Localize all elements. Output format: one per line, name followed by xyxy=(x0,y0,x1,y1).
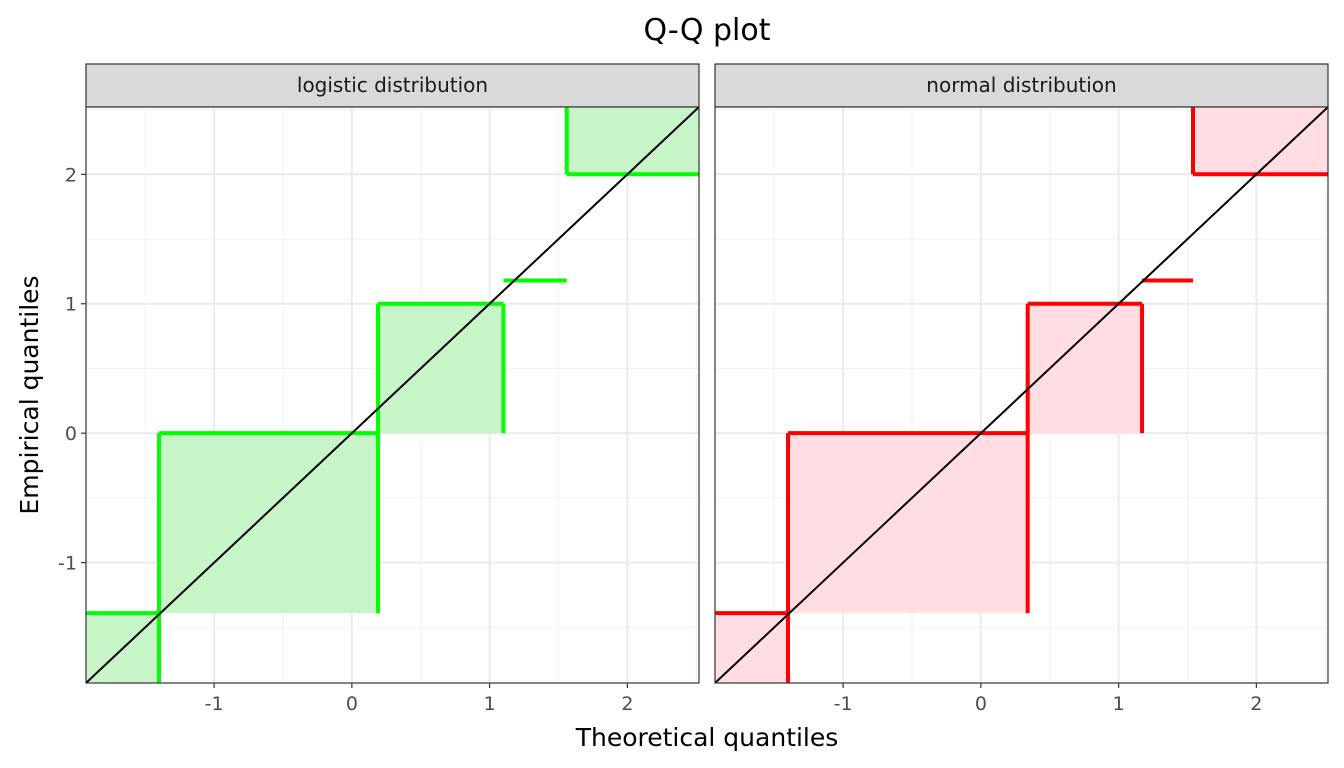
plot-area-logistic xyxy=(85,106,700,684)
x-axis-normal: -1 0 1 2 xyxy=(834,683,1262,715)
panel-border xyxy=(85,106,700,684)
x-tick-label: 1 xyxy=(1113,693,1125,715)
quantile-fill-rect xyxy=(566,107,699,175)
strip-label-logistic: logistic distribution xyxy=(297,73,488,97)
y-tick-label: 0 xyxy=(65,423,77,445)
x-tick-label: 0 xyxy=(346,693,358,715)
strip-label-normal: normal distribution xyxy=(926,73,1116,97)
reference-line xyxy=(714,106,1329,684)
y-tick-label: 2 xyxy=(65,164,77,186)
x-tick-label: 0 xyxy=(975,693,987,715)
x-tick-label: -1 xyxy=(205,693,224,715)
quantile-fill-rect xyxy=(159,433,379,614)
x-axis-title: Theoretical quantiles xyxy=(575,723,839,752)
y-axis-title: Empirical quantiles xyxy=(15,275,44,514)
y-axis: -1 0 1 2 xyxy=(58,164,86,575)
x-tick-label: -1 xyxy=(834,693,853,715)
reference-line xyxy=(85,106,700,684)
x-axis-logistic: -1 0 1 2 xyxy=(205,683,633,715)
x-tick-label: 2 xyxy=(621,693,633,715)
panel-normal: normal distribution xyxy=(714,63,1329,684)
quantile-fill-rect xyxy=(378,303,504,434)
y-tick-label: 1 xyxy=(65,294,77,316)
x-tick-label: 2 xyxy=(1250,693,1262,715)
quantile-fill-rect xyxy=(788,433,1028,614)
quantile-fill-rect xyxy=(1027,303,1143,434)
y-tick-label: -1 xyxy=(58,553,77,575)
strip-background xyxy=(85,63,700,108)
quantile-fill-rect xyxy=(1193,107,1328,175)
panel-logistic: logistic distribution xyxy=(85,63,700,684)
plot-area-normal xyxy=(714,106,1329,684)
chart-title: Q-Q plot xyxy=(643,13,770,48)
x-tick-label: 1 xyxy=(484,693,496,715)
panel-border xyxy=(714,106,1329,684)
